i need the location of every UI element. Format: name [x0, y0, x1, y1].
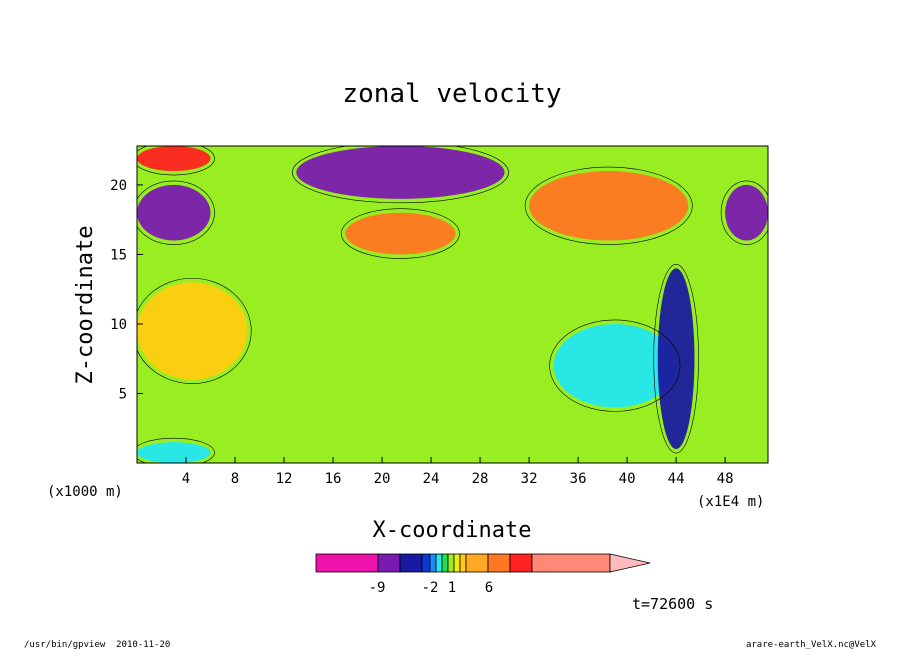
y-axis-ticks: 5 10 15 20	[110, 178, 143, 402]
field-region-6	[137, 282, 248, 380]
footer-program: /usr/bin/gpview	[24, 640, 106, 650]
contour-line-3	[340, 208, 460, 259]
colorbar-segment	[399, 553, 423, 573]
colorbar-segment	[315, 553, 379, 573]
y-axis-label: Z-coordinate	[73, 226, 98, 385]
colorbar	[315, 553, 651, 573]
field-region-4	[529, 171, 689, 241]
colorbar-segment	[465, 553, 489, 573]
contour-lines	[137, 146, 768, 463]
contour-line-8	[653, 264, 699, 454]
chart-title: zonal velocity	[342, 79, 561, 109]
contour-line-5	[720, 180, 768, 245]
footer-date: 2010-11-20	[116, 640, 171, 650]
colorbar-segment	[377, 553, 401, 573]
field-region-7	[553, 323, 677, 408]
colorbar-segment	[447, 553, 455, 573]
x-tick-label: 16	[325, 471, 342, 487]
contour-line-7	[549, 319, 681, 412]
colorbar-segment	[487, 553, 511, 573]
y-tick-label: 5	[119, 386, 127, 402]
x-tick-label: 12	[276, 471, 293, 487]
contour-line-1	[137, 180, 215, 245]
colorbar-segment	[421, 553, 431, 573]
contour-line-0	[137, 146, 215, 176]
colorbar-tick-label: -9	[369, 580, 386, 596]
colorbar-extension	[609, 553, 651, 573]
y-tick-label: 15	[110, 247, 127, 263]
contour-line-4	[524, 166, 693, 245]
colorbar-tick-label: 1	[448, 580, 456, 596]
contour-line-6	[137, 277, 252, 384]
colorbar-segment	[531, 553, 611, 573]
field-region-2	[296, 146, 505, 199]
y-tick-label: 10	[110, 317, 127, 333]
time-label: t=72600 s	[632, 595, 713, 613]
x-unit-left: (x1000 m)	[47, 484, 123, 500]
colorbar-tick-label: -2	[422, 580, 439, 596]
field-region-5	[725, 184, 768, 241]
contour-line-9	[137, 437, 215, 463]
field-region-0	[137, 146, 211, 172]
x-tick-label: 20	[374, 471, 391, 487]
colorbar-segment	[453, 553, 461, 573]
x-axis-label: X-coordinate	[373, 518, 532, 543]
footer-left: /usr/bin/gpview 2010-11-20	[24, 640, 170, 650]
colorbar-tick-labels: -9 -2 1 6	[369, 580, 494, 596]
field-region-8	[657, 268, 695, 450]
x-axis-ticks: 4 8 12 16 20 24 28 32 36 40 44 48	[182, 457, 734, 487]
x-tick-label: 44	[668, 471, 685, 487]
x-tick-label: 36	[570, 471, 587, 487]
field-region-3	[345, 212, 456, 255]
colorbar-segment	[509, 553, 533, 573]
x-tick-label: 40	[619, 471, 636, 487]
x-tick-label: 4	[182, 471, 190, 487]
x-unit-right: (x1E4 m)	[697, 494, 764, 510]
y-tick-label: 20	[110, 178, 127, 194]
plot-frame	[136, 145, 769, 464]
x-tick-label: 28	[472, 471, 489, 487]
x-tick-label: 8	[231, 471, 239, 487]
field-region-9	[137, 442, 211, 463]
footer-right: arare-earth_VelX.nc@VelX	[745, 640, 876, 650]
field-regions	[137, 146, 768, 463]
x-tick-label: 32	[521, 471, 538, 487]
colorbar-tick-label: 6	[485, 580, 493, 596]
x-tick-label: 24	[423, 471, 440, 487]
field-region-1	[137, 184, 211, 241]
colorbar-segment	[429, 553, 437, 573]
colorbar-segment	[459, 553, 467, 573]
colorbar-segment	[435, 553, 443, 573]
colorbar-segment	[441, 553, 449, 573]
x-tick-label: 48	[717, 471, 734, 487]
contour-line-2	[292, 146, 509, 204]
field-layer	[137, 146, 768, 463]
